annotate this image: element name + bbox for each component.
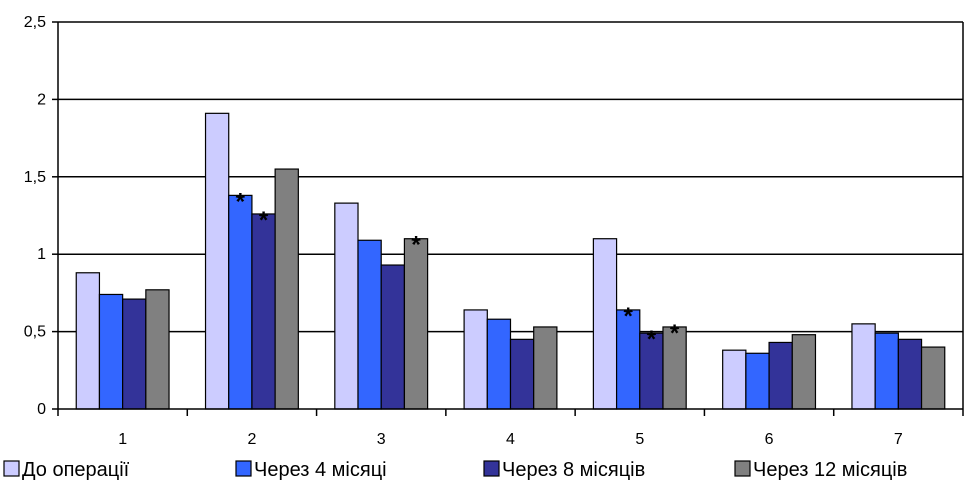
x-tick-label: 3 — [377, 431, 386, 448]
x-tick-label: 6 — [765, 431, 774, 448]
legend-swatch — [235, 460, 252, 477]
bar — [463, 309, 488, 410]
x-tick-label: 7 — [894, 431, 903, 448]
bars — [75, 112, 946, 410]
bar — [592, 238, 618, 410]
bar — [745, 352, 770, 410]
bar — [274, 168, 299, 410]
y-tick-label: 0 — [37, 401, 46, 418]
bar — [920, 346, 946, 410]
bar — [874, 332, 899, 410]
bar — [533, 326, 558, 410]
bar — [145, 289, 170, 410]
bar — [403, 238, 429, 410]
significance-asterisk: * — [670, 320, 680, 347]
legend-item: Через 12 місяців — [734, 459, 907, 481]
y-tick-label: 1,5 — [24, 169, 46, 186]
bar — [791, 334, 817, 410]
legend-label: Через 12 місяців — [753, 459, 907, 481]
legend-label: До операції — [22, 459, 130, 481]
x-tick-label: 1 — [118, 431, 127, 448]
significance-asterisk: * — [411, 232, 421, 259]
annotations: * * * * * * — [236, 188, 680, 353]
bar — [204, 112, 230, 410]
tick-labels: 0 0,5 1 1,5 2 2,5 1 2 3 4 5 6 7 — [24, 14, 903, 448]
bar — [851, 323, 876, 410]
legend-swatch — [3, 460, 20, 477]
bar — [251, 213, 276, 410]
bar — [228, 194, 253, 410]
gridlines — [58, 21, 963, 333]
bar — [122, 298, 147, 410]
y-tick-label: 2 — [37, 91, 46, 108]
bar — [334, 202, 359, 410]
axes — [52, 21, 964, 416]
x-tick-label: 4 — [506, 431, 515, 448]
significance-asterisk: * — [259, 207, 269, 234]
significance-asterisk: * — [624, 303, 634, 330]
significance-asterisk: * — [647, 326, 657, 353]
bar — [722, 349, 747, 410]
bar — [98, 293, 124, 410]
bar — [486, 318, 512, 410]
x-tick-label: 2 — [247, 431, 256, 448]
significance-asterisk: * — [236, 188, 246, 215]
bar — [897, 338, 923, 410]
bar — [380, 264, 406, 410]
legend-label: Через 4 місяці — [254, 459, 387, 481]
legend-item: До операції — [3, 459, 130, 481]
x-tick-label: 5 — [635, 431, 644, 448]
bar — [509, 338, 535, 410]
y-tick-label: 2,5 — [24, 14, 46, 31]
y-tick-label: 0,5 — [24, 324, 46, 341]
legend-item: Через 4 місяці — [235, 459, 387, 481]
legend-item: Через 8 місяців — [483, 459, 645, 481]
legend: До операції Через 4 місяці Через 8 місяців… — [3, 459, 907, 481]
bar — [357, 239, 382, 410]
legend-label: Через 8 місяців — [502, 459, 645, 481]
bar — [75, 272, 101, 410]
legend-swatch — [734, 460, 751, 477]
y-tick-label: 1 — [37, 246, 46, 263]
legend-swatch — [483, 460, 500, 477]
bar — [768, 341, 793, 410]
